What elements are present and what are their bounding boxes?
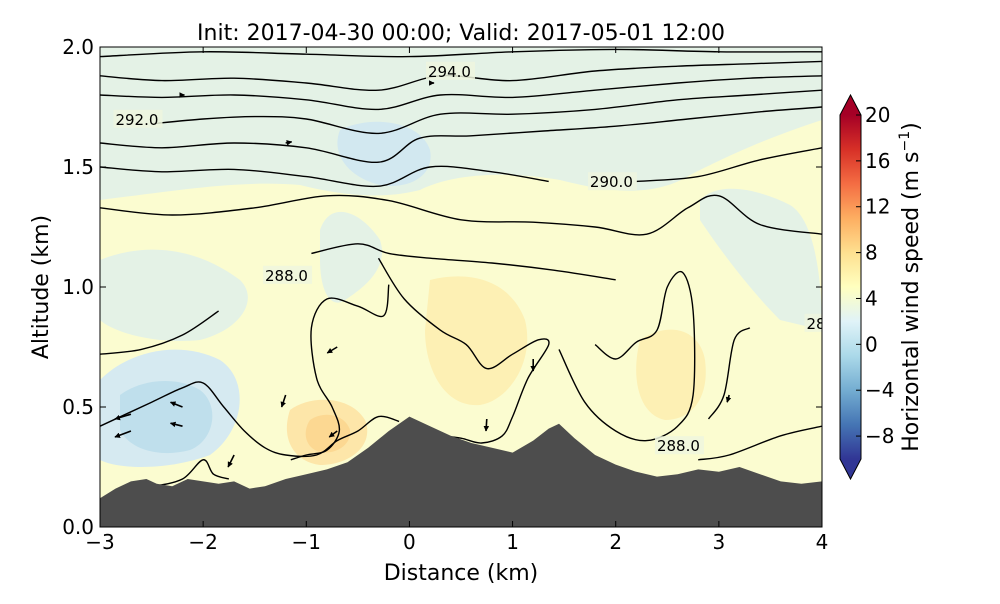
x-axis: −3 −2 −1 0 1 2 3 4: [85, 47, 828, 554]
colorbar-extend-min: [840, 459, 861, 479]
contour-line-8: [311, 243, 616, 281]
shading-blue-right: [700, 188, 822, 330]
colorbar-tick-label-7: 20: [865, 103, 890, 127]
y-tick-label-2: 1.0: [62, 275, 94, 299]
wind-arrow-3: [169, 421, 183, 428]
contour-label-bg-3: [263, 265, 313, 284]
y-tick-label-3: 1.5: [62, 155, 94, 179]
wind-arrow-13: [725, 394, 732, 403]
colorbar-tick-label-5: 12: [865, 195, 890, 219]
shading-blue-patch-mid: [337, 121, 431, 186]
shading-yellow-right: [636, 329, 706, 420]
colorbar-tick-label-2: 0: [865, 332, 878, 356]
contour-line-2: [100, 75, 822, 111]
wind-arrow-6: [328, 430, 338, 438]
contour-label-bg-0: [425, 61, 475, 80]
contour-label-bg-2: [587, 172, 637, 191]
shading-light-blue-upper: [100, 47, 822, 200]
wind-arrow-7: [326, 346, 338, 354]
y-axis-label: Altitude (km): [29, 215, 54, 359]
x-tick-label-2: −1: [292, 530, 321, 554]
contour-line-14: [558, 270, 696, 442]
contour-label-4: 288.: [807, 315, 840, 333]
chart-title: Init: 2017-04-30 00:00; Valid: 2017-05-0…: [197, 21, 725, 46]
colorbar-label: Horizontal wind speed (m s−1): [897, 122, 924, 452]
contour-label-bg-1: [113, 109, 163, 128]
x-tick-label-5: 2: [609, 530, 622, 554]
contour-line-10: [100, 381, 400, 458]
colorbar: −8 −4 0 4 8 12 16 20 Horizontal wind speed (m s…: [839, 93, 924, 481]
contour-line-9: [100, 310, 219, 355]
terrain: [100, 416, 822, 527]
contour-line-6: [636, 147, 822, 183]
x-tick-label-0: −3: [85, 530, 114, 554]
y-tick-label-4: 2.0: [62, 35, 94, 59]
x-tick-label-1: −2: [188, 530, 217, 554]
colorbar-ticks: −8 −4 0 4 8 12 16 20: [856, 103, 894, 448]
wind-arrow-1: [114, 430, 132, 438]
colorbar-tick-label-6: 16: [865, 149, 890, 173]
x-tick-label-3: 0: [403, 530, 416, 554]
contour-line-15: [707, 327, 751, 420]
y-tick-label-0: 0.0: [62, 515, 94, 539]
wind-speed-shading: [100, 47, 822, 467]
contour-line-12: [290, 284, 390, 461]
colorbar-extend-max: [840, 95, 861, 115]
colorbar-tick-label-3: 4: [865, 286, 878, 310]
wind-arrow-11: [483, 418, 490, 432]
colorbar-outline: [839, 93, 862, 481]
contour-label-bg-5: [654, 436, 704, 455]
shading-blue-band: [320, 211, 382, 303]
colorbar-scale: [840, 115, 861, 459]
colorbar-label-superscript: −1: [897, 131, 913, 152]
contour-line-0: [100, 48, 822, 58]
colorbar-label-main: Horizontal wind speed (m s: [899, 151, 924, 451]
contour-line-7: [100, 194, 822, 236]
contour-label-bg-4: [804, 313, 822, 332]
x-tick-label-6: 3: [712, 530, 725, 554]
contour-label-0: 294.0: [428, 63, 471, 81]
contour-line-16: [698, 425, 822, 461]
wind-arrow-8: [285, 140, 293, 146]
contour-line-5: [100, 165, 549, 188]
contour-line-13: [377, 257, 550, 444]
contour-label-2: 290.0: [590, 173, 633, 191]
shading-yellow-mid: [425, 276, 528, 406]
wind-arrow-2: [169, 401, 183, 408]
colorbar-label-close: ): [899, 122, 924, 131]
potential-temperature-contours: [100, 48, 822, 488]
colorbar-tick-label-4: 8: [865, 241, 878, 265]
x-axis-label: Distance (km): [384, 561, 539, 586]
y-axis: 0.0 0.5 1.0 1.5 2.0: [62, 35, 822, 539]
contour-label-1: 292.0: [115, 111, 158, 129]
colorbar-tick-label-1: −4: [865, 378, 894, 402]
x-tick-label-7: 4: [816, 530, 829, 554]
contour-line-3: [151, 89, 822, 135]
contour-label-3: 288.0: [265, 267, 308, 285]
wind-vector-field: [114, 80, 732, 468]
wind-arrow-5: [280, 394, 287, 408]
contour-line-4: [100, 106, 822, 163]
shading-blue-lower-left-core: [120, 380, 213, 454]
shading-blue-left-mid: [100, 249, 248, 341]
wind-arrow-0: [114, 413, 132, 421]
plot-area: 294.0 292.0 290.0 288.0 288. 288.0: [100, 47, 840, 527]
y-tick-label-1: 0.5: [62, 395, 94, 419]
x-tick-label-4: 1: [506, 530, 519, 554]
colorbar-tick-label-0: −8: [865, 424, 894, 448]
contour-labels: 294.0 292.0 290.0 288.0 288. 288.0: [113, 61, 840, 455]
contour-label-5: 288.0: [657, 437, 700, 455]
wind-arrow-4: [227, 454, 235, 468]
